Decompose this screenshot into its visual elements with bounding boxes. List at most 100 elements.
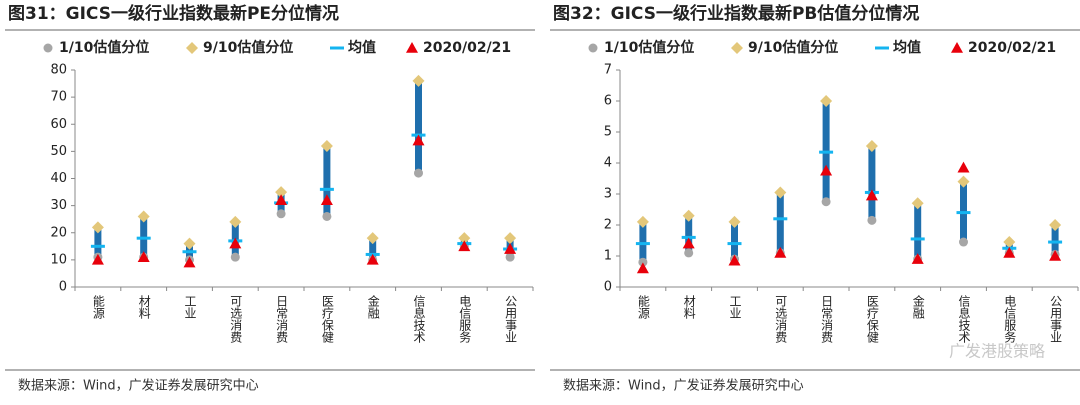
x-tick-label: 日常消费: [820, 295, 834, 343]
x-tick-label: 能源: [91, 295, 105, 320]
point-diamond: [183, 237, 196, 250]
chart-title: 图32：GICS一级行业指数最新PB估值分位情况: [553, 3, 919, 24]
x-tick-label: 电信服务: [458, 295, 472, 343]
point-diamond: [865, 139, 878, 152]
chart-title: 图31：GICS一级行业指数最新PE分位情况: [8, 3, 339, 24]
point-diamond: [1003, 236, 1016, 249]
point-dash: [681, 235, 696, 239]
x-tick-label: 工业: [728, 295, 742, 319]
point-triangle: [504, 243, 517, 254]
y-tick-label: 2: [604, 218, 612, 233]
point-triangle: [320, 194, 333, 205]
point-triangle: [366, 253, 379, 265]
y-tick-label: 5: [604, 125, 612, 140]
point-dash: [319, 187, 334, 191]
point-circle: [867, 215, 877, 225]
point-circle: [684, 248, 694, 258]
source: 数据来源：Wind，广发证券发展研究中心: [18, 378, 259, 394]
legend-label: 均值: [893, 39, 921, 56]
point-circle: [230, 252, 240, 262]
point-diamond: [275, 186, 288, 199]
point-diamond: [320, 139, 333, 152]
point-circle: [505, 252, 515, 262]
x-tick-label: 材料: [682, 295, 696, 319]
x-tick-label: 金融: [911, 294, 925, 320]
point-dash: [956, 211, 971, 215]
y-tick-label: 0: [604, 280, 612, 295]
point-circle: [276, 209, 286, 219]
point-dash: [136, 236, 151, 240]
point-diamond: [774, 186, 787, 199]
point-dash: [90, 244, 105, 248]
x-tick-label: 公用事业: [1049, 295, 1063, 343]
x-tick-label: 信息技术: [412, 295, 426, 343]
point-triangle: [774, 246, 787, 258]
point-triangle: [911, 253, 924, 264]
legend-label: 1/10估值分位: [604, 39, 694, 56]
point-diamond: [137, 210, 150, 223]
point-diamond: [91, 221, 104, 234]
point-diamond: [366, 232, 379, 245]
source: 数据来源：Wind，广发证券发展研究中心: [563, 378, 804, 394]
point-circle: [821, 197, 831, 207]
point-triangle: [1049, 250, 1062, 261]
point-diamond: [820, 95, 833, 107]
y-tick-label: 70: [50, 90, 67, 105]
x-tick-label: 医疗保健: [865, 295, 879, 343]
legend-label: 2020/02/21: [968, 40, 1056, 56]
point-diamond: [728, 215, 741, 228]
x-tick-label: 医疗保健: [320, 295, 334, 343]
legend-marker: [951, 42, 963, 53]
point-diamond: [504, 232, 517, 245]
y-tick-label: 0: [59, 280, 67, 295]
point-dash: [635, 242, 650, 246]
point-diamond: [911, 197, 924, 210]
point-triangle: [1003, 246, 1016, 258]
point-triangle: [636, 262, 649, 274]
y-tick-label: 30: [50, 198, 67, 213]
point-triangle: [682, 237, 695, 249]
point-triangle: [91, 253, 104, 265]
x-tick-label: 信息技术: [957, 295, 971, 343]
x-tick-label: 能源: [636, 295, 650, 320]
point-diamond: [412, 74, 425, 87]
y-tick-label: 4: [604, 156, 612, 171]
y-tick-label: 10: [50, 252, 67, 267]
y-tick-label: 7: [604, 63, 612, 78]
legend-marker: [43, 43, 53, 53]
point-triangle: [229, 237, 242, 249]
legend-marker: [186, 42, 198, 54]
y-tick-label: 50: [50, 144, 67, 159]
point-dash: [1048, 240, 1063, 244]
y-tick-label: 6: [604, 94, 612, 109]
legend-label: 2020/02/21: [423, 40, 511, 56]
x-tick-label: 材料: [137, 295, 151, 319]
point-dash: [819, 150, 834, 154]
point-triangle: [275, 194, 288, 205]
legend-marker: [875, 46, 889, 50]
point-triangle: [137, 251, 150, 262]
point-triangle: [412, 134, 425, 146]
legend-marker: [406, 42, 418, 53]
legend-marker: [588, 43, 598, 53]
legend-label: 9/10估值分位: [748, 39, 838, 56]
point-diamond: [229, 215, 242, 228]
y-tick-label: 20: [50, 225, 67, 240]
point-circle: [414, 168, 423, 178]
x-tick-label: 电信服务: [1003, 295, 1017, 343]
point-dash: [182, 250, 197, 254]
watermark: 广发港股策略: [949, 342, 1045, 361]
legend-label: 均值: [348, 39, 376, 56]
point-diamond: [957, 175, 970, 188]
y-tick-label: 60: [50, 117, 67, 132]
point-triangle: [728, 254, 741, 266]
point-triangle: [183, 256, 196, 268]
point-circle: [322, 211, 332, 221]
x-tick-label: 公用事业: [504, 295, 518, 343]
legend-marker: [731, 42, 743, 54]
point-triangle: [458, 240, 471, 252]
legend-marker: [330, 46, 344, 50]
legend-label: 1/10估值分位: [59, 39, 149, 56]
point-triangle: [820, 164, 833, 176]
